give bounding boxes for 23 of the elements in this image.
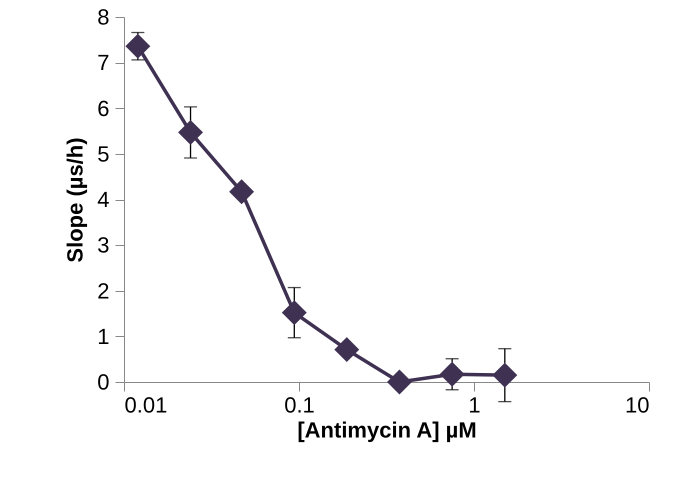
y-tick-label: 1: [97, 324, 110, 349]
point: [334, 337, 360, 362]
y-tick-label: 5: [97, 141, 110, 166]
point: [440, 362, 465, 387]
y-tick-label: 3: [97, 232, 110, 258]
point: [229, 179, 254, 204]
y-tick-label: 6: [97, 96, 110, 121]
x-axis-title: [Antimycin A] µM: [297, 418, 477, 442]
point: [282, 300, 307, 326]
y-axis-title: Slope (µs/h): [62, 137, 88, 263]
y-tick-label: 2: [97, 278, 110, 304]
point: [125, 34, 150, 59]
x-tick-label: 1: [468, 392, 481, 418]
x-tick-label: 10: [625, 392, 650, 418]
y-tick-label: 7: [97, 50, 110, 76]
point: [387, 370, 412, 394]
y-tick-label: 4: [97, 187, 110, 212]
point: [492, 362, 518, 388]
point: [178, 120, 203, 145]
x-tick-label: 0.1: [284, 392, 315, 418]
x-tick-label: 0.01: [124, 392, 168, 418]
y-tick-label: 8: [97, 4, 110, 30]
y-tick-label: 0: [97, 370, 110, 394]
